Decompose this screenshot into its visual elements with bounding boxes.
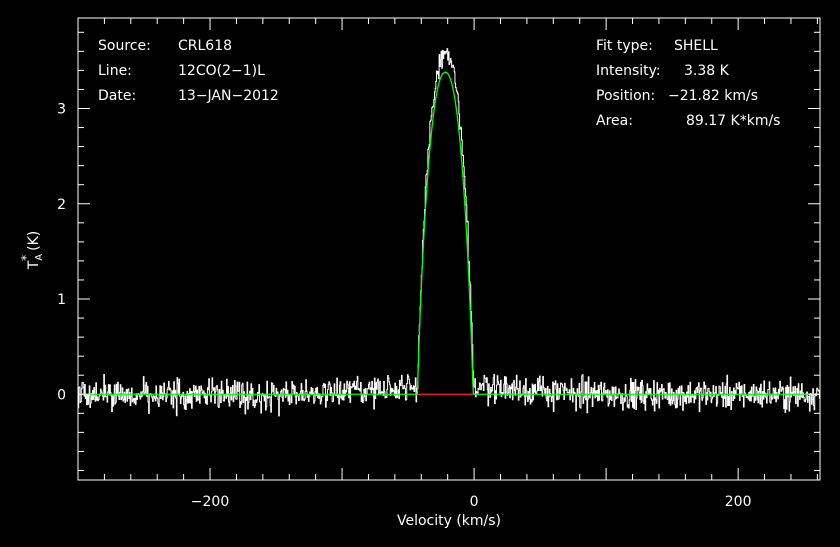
y-axis-title-sub: A <box>34 254 45 261</box>
annotation-position-value: −21.82 km/s <box>668 88 758 104</box>
plot-content <box>77 48 821 417</box>
annotation-date-value: 13−JAN−2012 <box>178 88 279 104</box>
plot-frame <box>77 17 821 481</box>
x-tick-label: −200 <box>191 494 229 510</box>
y-tick-label: 0 <box>57 387 66 403</box>
observed-spectrum-line <box>77 48 821 417</box>
annotations-left: Source: CRL618 Line: 12CO(2−1)L Date: 13… <box>98 38 279 104</box>
x-tick-label: 0 <box>470 494 479 510</box>
y-axis-title-main: T <box>26 260 42 270</box>
y-tick-label: 1 <box>57 292 66 308</box>
annotation-source-label: Source: <box>98 38 151 54</box>
annotation-date-label: Date: <box>98 88 136 104</box>
annotation-source-value: CRL618 <box>178 38 232 54</box>
annotation-line-label: Line: <box>98 63 132 79</box>
annotation-area-value: 89.17 K*km/s <box>686 113 780 129</box>
annotation-fit-type-value: SHELL <box>674 38 718 54</box>
y-tick-labels: 0 1 2 3 <box>57 101 66 403</box>
y-axis-title-sup: * <box>19 255 33 261</box>
y-axis-title-unit: (K) <box>26 231 42 251</box>
y-axis-title: TA* (K) <box>19 231 45 271</box>
annotation-area-label: Area: <box>596 113 633 129</box>
annotation-intensity-label: Intensity: <box>596 63 661 79</box>
x-tick-label: 200 <box>725 494 752 510</box>
annotations-right: Fit type: SHELL Intensity: 3.38 K Positi… <box>596 38 780 129</box>
annotation-fit-type-label: Fit type: <box>596 38 653 54</box>
annotation-line-value: 12CO(2−1)L <box>178 63 265 79</box>
annotation-position-label: Position: <box>596 88 655 104</box>
axis-ticks <box>77 18 820 480</box>
x-tick-labels: −200 0 200 <box>191 494 752 510</box>
x-axis-title: Velocity (km/s) <box>397 513 501 529</box>
y-tick-label: 3 <box>57 101 66 117</box>
y-tick-label: 2 <box>57 197 66 213</box>
shell-fit-line <box>78 71 820 395</box>
annotation-intensity-value: 3.38 K <box>684 63 730 79</box>
svg-text:TA*(K): TA* (K) <box>19 231 45 271</box>
